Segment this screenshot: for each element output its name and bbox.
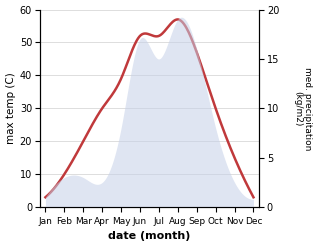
Y-axis label: med. precipitation
(kg/m2): med. precipitation (kg/m2) (293, 67, 313, 150)
X-axis label: date (month): date (month) (108, 231, 190, 242)
Y-axis label: max temp (C): max temp (C) (5, 72, 16, 144)
